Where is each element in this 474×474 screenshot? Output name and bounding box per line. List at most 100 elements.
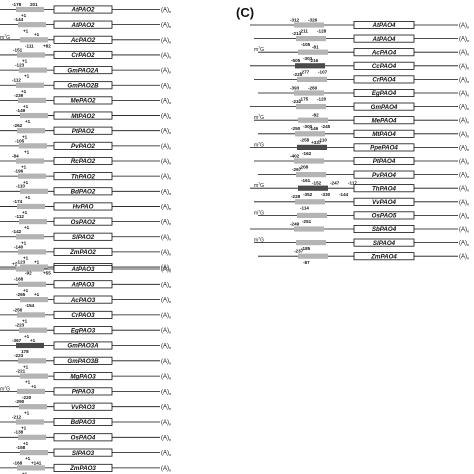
gene-name: SlPAO4 (373, 240, 396, 247)
transcript-row: PtPAO3 (A)n m7G -220 +1 (0, 384, 171, 400)
gene-name: PtPAO2 (72, 128, 95, 135)
exon-block (296, 240, 326, 246)
gene-name: PvPAO2 (71, 143, 96, 150)
transcript-row: BdPAO2 (A)n -110 +1 (0, 184, 171, 200)
position-label: -105 (301, 42, 311, 47)
transcript-row: EgPAO4 (A)n -393 -175 -260 -120 (258, 85, 469, 102)
exon-block (16, 82, 44, 88)
gene-name: SlPAO3 (72, 450, 95, 457)
position-label: -265 (16, 292, 26, 297)
transcript-row: PtPAO4 (A)n -402 -208 (254, 153, 469, 170)
position-label: +1 (22, 472, 28, 474)
exon-block (295, 63, 325, 69)
position-label: -196 (14, 169, 24, 174)
position-label: -144 (339, 192, 349, 197)
gene-name: AtPAO4 (372, 36, 396, 43)
polya-tail-label: (A)n (161, 466, 171, 473)
gene-name: BdPAO2 (71, 189, 96, 196)
gene-name: AtPAO2 (71, 22, 95, 29)
position-label: +1 (22, 134, 28, 139)
gene-name: AtPAO3 (71, 266, 95, 273)
gene-name: PtPAO3 (72, 389, 95, 396)
polya-tail-label: (A)n (161, 83, 171, 90)
transcript-row: MePAO4 (A)n m7G -300 -82 -245 (254, 113, 469, 129)
polya-tail-label: (A)n (459, 37, 469, 44)
exon-block (19, 143, 47, 149)
polya-tail-label: (A)n (161, 68, 171, 75)
transcript-row: OsPAO5 (A)n m7G -251 (254, 209, 469, 224)
position-label: +1 (23, 364, 29, 369)
position-label: +1 (21, 165, 27, 170)
position-label: -225 (293, 72, 303, 77)
polya-tail-label: (A)n (161, 189, 171, 196)
position-label: -146 (309, 126, 319, 131)
exon-block (294, 22, 324, 28)
exon-block (16, 234, 44, 240)
exon-block (294, 226, 324, 232)
position-label: -250 (291, 126, 301, 131)
position-label: +1 (24, 225, 30, 230)
polya-tail-label: (A)n (459, 241, 469, 248)
position-label: -260 (308, 85, 318, 90)
position-label: -123 (15, 63, 25, 68)
polya-tail-label: (A)n (161, 313, 171, 320)
exon-block (18, 281, 46, 287)
position-label: -303 (303, 56, 313, 61)
polya-tail-label: (A)n (161, 204, 171, 211)
gene-name: MtPAO2 (71, 113, 95, 120)
transcript-row: CcPAO4 (A)n -505 -277 -216 -107 (250, 58, 469, 74)
cap-label: m7G (254, 237, 264, 244)
position-label: -367 (12, 338, 22, 343)
polya-tail-label: (A)n (459, 145, 469, 152)
gene-name: MePAO2 (71, 98, 97, 105)
position-label: +1 (34, 292, 40, 297)
position-label: -87 (303, 260, 310, 265)
position-label: 178 (21, 349, 29, 354)
position-label: +1 (30, 338, 36, 343)
position-label: +1 (23, 256, 29, 261)
cap-label: m7G (254, 141, 264, 148)
exon-block (298, 117, 328, 123)
transcript-row: AtPAO2 (A)n -178 +1 201 (0, 2, 171, 18)
exon-block (19, 219, 47, 225)
exon-block (20, 450, 48, 456)
polya-tail-label: (A)n (161, 159, 171, 166)
polya-tail-label: (A)n (161, 328, 171, 335)
polya-tail-label: (A)n (459, 105, 469, 112)
transcript-row: ZmPAO3 (A)n -168 +1 +141 (0, 460, 171, 474)
transcript-row: VvPAO3 (A)n -290 +1 (0, 399, 171, 415)
position-label: -149 (16, 108, 26, 113)
position-label: +337 (311, 140, 322, 145)
position-label: -223 (15, 323, 25, 328)
position-label: -232 (292, 99, 302, 104)
position-label: -211 (299, 29, 308, 34)
gene-name: OsPAO5 (372, 213, 397, 220)
position-label: +141 (31, 460, 42, 465)
transcript-row: OsPAO2 (A)n -112 +1 (0, 214, 171, 230)
position-label: -144 (14, 17, 24, 22)
exon-block (17, 203, 45, 210)
transcript-row: SlPAO4 (A)n m7G -185 (254, 237, 469, 251)
polya-tail-label: (A)n (161, 129, 171, 136)
position-label: +1 (25, 380, 31, 385)
transcript-row: AtPAO2 (A)n -144 +1 (0, 17, 171, 33)
polya-tail-label: (A)n (459, 173, 469, 180)
gene-name: OsPAO2 (71, 219, 96, 226)
polya-tail-label: (A)n (161, 451, 171, 458)
position-label: -110 (318, 137, 327, 142)
position-label: -208 (299, 165, 309, 170)
exon-block (16, 419, 44, 425)
exon-block (19, 327, 47, 333)
gene-name: ThPAO4 (372, 185, 397, 192)
gene-name: SlPAO2 (72, 234, 95, 241)
position-label: -256 (13, 307, 23, 312)
position-label: -162 (302, 151, 312, 156)
position-label: +55 (43, 271, 51, 276)
polya-tail-label: (A)n (161, 220, 171, 227)
position-label: -216 (309, 58, 319, 63)
polya-tail-label: (A)n (161, 405, 171, 412)
gene-name: CrPAO3 (71, 312, 95, 319)
cap-label: m7G (254, 182, 264, 189)
exon-block (296, 172, 326, 178)
